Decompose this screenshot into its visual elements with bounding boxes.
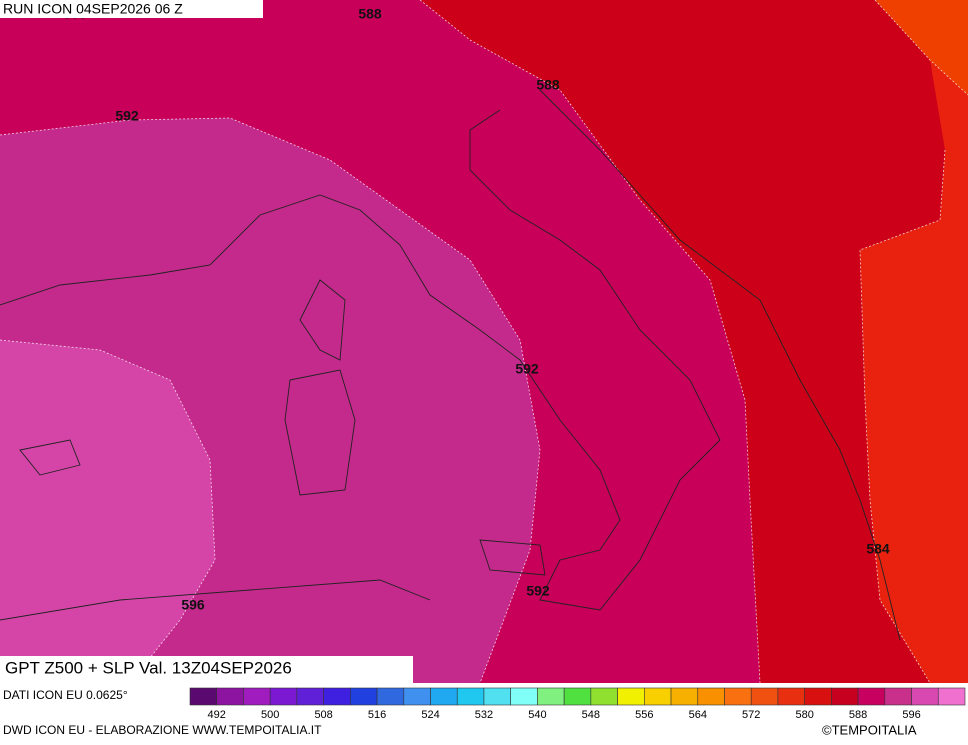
run-label: RUN ICON 04SEP2026 06 Z [3,1,183,17]
colorbar-label: 492 [208,709,226,721]
contour-label: 588 [358,6,382,22]
colorbar-swatch [884,687,912,706]
colorbar-swatch [269,687,298,706]
colorbar-label: 556 [635,709,653,721]
colorbar-swatch [697,687,725,706]
colorbar-label: 548 [582,709,600,721]
colorbar-swatch [376,687,405,706]
colorbar-label: 580 [795,709,813,721]
colorbar-swatch [777,687,805,706]
colorbar-swatch [857,687,886,706]
colorbar-label: 596 [902,709,920,721]
title-box [0,656,413,683]
colorbar-swatch [563,687,592,706]
colorbar-label: 572 [742,709,760,721]
colorbar-swatch [750,687,779,706]
contour-label: 596 [181,597,205,613]
colorbar-swatch [243,687,271,706]
contour-label: 584 [866,541,890,557]
colorbar-swatch [189,687,218,706]
colorbar-swatch [296,687,324,706]
colorbar-label: 508 [314,709,332,721]
colorbar-swatch [537,687,565,706]
colorbar-label: 516 [368,709,386,721]
copyright-label: ©TEMPOITALIA [822,722,917,737]
contour-label: 592 [526,583,550,599]
colorbar-label: 588 [849,709,867,721]
colorbar-swatch [456,687,485,706]
contour-label: 592 [115,108,139,124]
colorbar-swatch [323,687,351,706]
colorbar-swatch [644,687,672,706]
colorbar-swatch [483,687,511,706]
colorbar-swatch [590,687,618,706]
colorbar-label: 532 [475,709,493,721]
colorbar-label: 500 [261,709,279,721]
credit-label: DWD ICON EU - ELABORAZIONE WWW.TEMPOITAL… [3,723,322,737]
contour-label: 588 [536,77,560,93]
colorbar-swatch [350,687,378,706]
colorbar-swatch [510,687,538,706]
colorbar-swatch [831,687,859,706]
colorbar-label: 524 [421,709,439,721]
colorbar-label: 564 [689,709,707,721]
colorbar-swatch [430,687,458,706]
header-box [0,0,263,18]
colorbar-swatch [403,687,431,706]
colorbar-swatch [937,687,966,706]
colorbar-swatch [804,687,832,706]
colorbar-swatch [724,687,752,706]
contour-label: 592 [515,361,539,377]
colorbar-swatch [216,687,244,706]
colorbar-swatch [617,687,645,706]
colorbar-label: 540 [528,709,546,721]
map-title: GPT Z500 + SLP Val. 13Z04SEP2026 [5,658,292,677]
isolines [0,0,968,684]
coastlines [0,89,901,641]
colorbar-swatch [670,687,699,706]
field-580 [875,0,968,95]
source-label: DATI ICON EU 0.0625° [3,688,128,702]
colorbar-swatch [911,687,939,706]
